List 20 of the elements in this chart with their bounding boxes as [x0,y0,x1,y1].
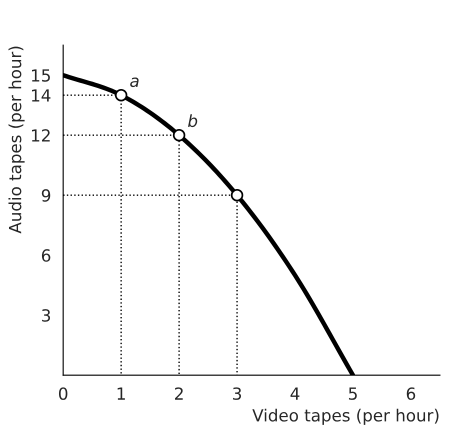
x-tick-label: 4 [290,388,300,400]
x-tick-label: 5 [348,388,357,400]
y-tick-label: 3 [42,309,50,322]
y-tick-label: 12 [32,129,50,142]
point [114,88,128,102]
x-tick-label: 6 [406,387,416,400]
y-tick-label: 14 [32,89,50,102]
y-tick-label: 9 [42,189,50,202]
x-tick-label: 1 [118,388,125,400]
x-tick-label: 3 [233,387,242,400]
point [230,188,244,202]
x-tick-label: 0 [58,387,68,400]
y-axis-title: Audio tapes (per hour) [8,46,25,234]
point [172,128,186,142]
x-tick-label: 2 [175,387,183,400]
annotation: a [130,78,139,88]
y-tick-label: 6 [42,249,50,262]
x-axis-title: Video tapes (per hour) [252,408,438,425]
y-tick-label: 15 [32,69,50,82]
annotation: b [188,114,198,128]
